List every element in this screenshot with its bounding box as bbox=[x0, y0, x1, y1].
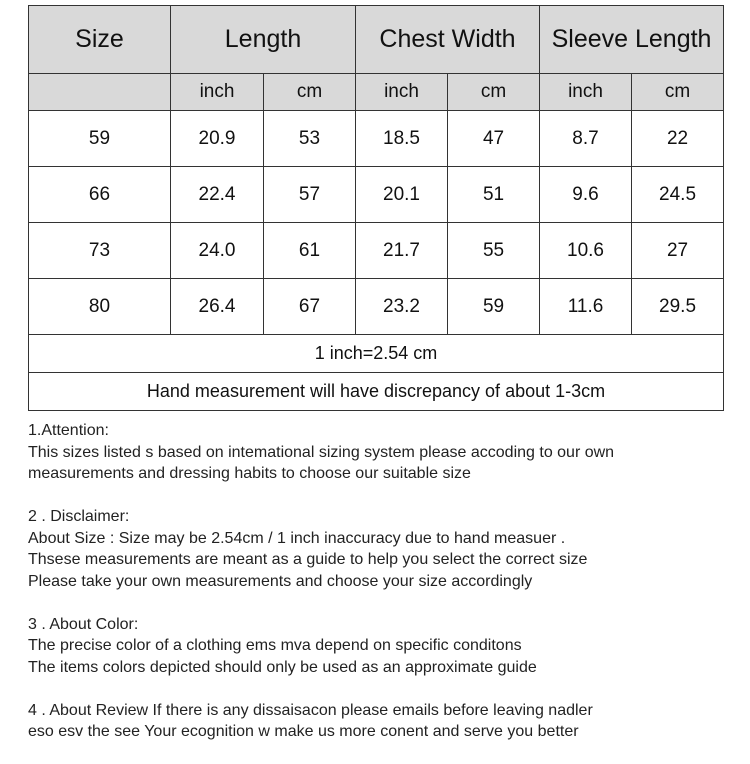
note-title: 2 . Disclaimer: bbox=[28, 508, 130, 525]
table-cell: 53 bbox=[263, 110, 356, 167]
notes-section: 1.Attention: This sizes listed s based on… bbox=[28, 420, 614, 764]
header-size: Size bbox=[28, 5, 171, 74]
table-cell: 22.4 bbox=[170, 166, 264, 223]
conversion-note: 1 inch=2.54 cm bbox=[27, 334, 725, 373]
note-line: The precise color of a clothing ems mva … bbox=[28, 637, 522, 654]
table-cell: 21.7 bbox=[355, 222, 448, 279]
note-line: Thsese measurements are meant as a guide… bbox=[28, 551, 588, 568]
table-cell: 9.6 bbox=[539, 166, 633, 223]
unit-cell: inch bbox=[170, 73, 264, 111]
table-cell: 51 bbox=[446, 166, 541, 223]
table-cell: 59 bbox=[446, 278, 541, 335]
note-line: Please take your own measurements and ch… bbox=[28, 572, 533, 590]
table-cell: 20.1 bbox=[355, 166, 448, 223]
note-line: The items colors depicted should only be… bbox=[28, 658, 537, 676]
unit-cell: inch bbox=[539, 73, 633, 111]
table-cell: 59 bbox=[28, 110, 171, 167]
table-cell: 10.6 bbox=[539, 222, 633, 279]
note-line: About Size : Size may be 2.54cm / 1 inch… bbox=[28, 529, 566, 547]
table-cell: 23.2 bbox=[355, 278, 448, 335]
unit-cell: cm bbox=[446, 73, 541, 111]
table-cell: 73 bbox=[28, 222, 171, 279]
note-title: 1.Attention: bbox=[28, 422, 109, 439]
table-row: 80 26.4 67 23.2 59 11.6 29.5 bbox=[28, 278, 725, 335]
table-cell: 57 bbox=[263, 166, 356, 223]
table-cell: 47 bbox=[446, 110, 541, 167]
unit-row: inch cm inch cm inch cm bbox=[28, 73, 725, 111]
note-block: 1.Attention: This sizes listed s based on… bbox=[28, 420, 614, 485]
table-row: 73 24.0 61 21.7 55 10.6 27 bbox=[28, 222, 725, 279]
table-cell: 24.0 bbox=[170, 222, 264, 279]
table-cell: 66 bbox=[28, 166, 171, 223]
size-chart-table: Size Length Chest Width Sleeve Length in… bbox=[27, 5, 725, 411]
table-cell: 27 bbox=[631, 222, 725, 279]
note-title: 3 . About Color: bbox=[28, 615, 139, 633]
conversion-row: 1 inch=2.54 cm bbox=[27, 334, 725, 373]
header-length: Length bbox=[170, 5, 356, 74]
note-block: 3 . About Color: The precise color of a c… bbox=[28, 614, 614, 679]
table-cell: 20.9 bbox=[170, 110, 264, 167]
discrepancy-note: Hand measurement will have discrepancy o… bbox=[27, 372, 725, 411]
table-row: 59 20.9 53 18.5 47 8.7 22 bbox=[28, 110, 725, 167]
table-row: 66 22.4 57 20.1 51 9.6 24.5 bbox=[28, 166, 725, 223]
table-cell: 55 bbox=[446, 222, 541, 279]
header-chest-width: Chest Width bbox=[354, 5, 541, 74]
table-cell: 18.5 bbox=[355, 110, 448, 167]
discrepancy-row: Hand measurement will have discrepancy o… bbox=[27, 372, 725, 411]
note-title: 4 . About Review If there is any dissais… bbox=[28, 701, 593, 719]
table-cell: 11.6 bbox=[539, 278, 633, 335]
table-cell: 61 bbox=[263, 222, 356, 279]
unit-empty bbox=[28, 73, 171, 111]
table-cell: 67 bbox=[263, 278, 356, 335]
note-line: measurements and dressing habits to choo… bbox=[28, 465, 471, 482]
header-sleeve-length: Sleeve Length bbox=[539, 5, 725, 74]
note-block: 2 . Disclaimer: About Size : Size may be … bbox=[28, 506, 614, 592]
table-cell: 8.7 bbox=[539, 110, 633, 167]
note-line: This sizes listed s based on intemationa… bbox=[28, 443, 615, 461]
note-line: eso esv the see Your ecognition w make u… bbox=[28, 723, 579, 740]
unit-cell: inch bbox=[355, 73, 448, 111]
note-block: 4 . About Review If there is any dissais… bbox=[28, 700, 614, 743]
table-cell: 29.5 bbox=[631, 278, 725, 335]
unit-cell: cm bbox=[263, 73, 356, 111]
header-row: Size Length Chest Width Sleeve Length bbox=[28, 5, 725, 74]
table-cell: 22 bbox=[631, 110, 725, 167]
unit-cell: cm bbox=[631, 73, 725, 111]
table-cell: 24.5 bbox=[631, 166, 725, 223]
table-cell: 26.4 bbox=[170, 278, 264, 335]
table-cell: 80 bbox=[28, 278, 171, 335]
